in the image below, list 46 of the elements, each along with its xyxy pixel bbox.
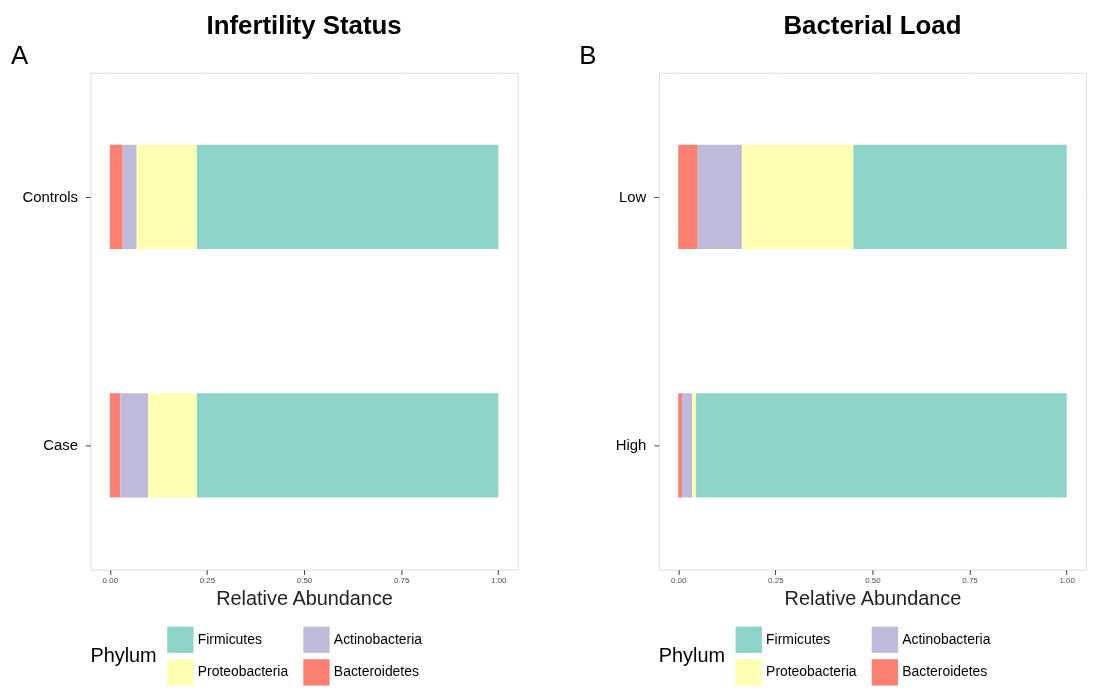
legend-label: Firmicutes	[197, 630, 262, 647]
legend-label: Firmicutes	[766, 630, 831, 647]
y-tick-label: High	[615, 437, 647, 454]
legend-label: Bacteroidetes	[333, 663, 419, 680]
bar	[196, 144, 499, 250]
legend-title: Phylum	[90, 643, 157, 666]
x-tick-label: 1.00	[1059, 575, 1076, 585]
bar	[692, 393, 697, 498]
bar	[741, 144, 854, 250]
x-tick-label: 0.75	[393, 575, 410, 585]
text: B	[579, 40, 597, 69]
bar	[678, 144, 698, 250]
x-tick-label: 0.00	[102, 575, 119, 585]
bar	[109, 393, 121, 498]
bar	[196, 393, 499, 498]
x-tick-label: 0.75	[962, 575, 979, 585]
x-tick-label: 0.25	[768, 575, 785, 585]
legend-label: Proteobacteria	[197, 663, 289, 680]
bar	[678, 393, 683, 498]
x-tick-label: 0.00	[670, 575, 688, 585]
x-axis-title: Relative Abundance	[216, 586, 393, 609]
legend-label: Proteobacteria	[766, 663, 857, 680]
x-tick-label: 1.00	[491, 575, 508, 585]
y-tick-label: Low	[619, 188, 647, 205]
bar	[122, 144, 137, 250]
bar	[109, 144, 123, 250]
bar	[853, 144, 1067, 250]
chart-title: Infertility Status	[206, 11, 402, 39]
bar	[136, 144, 197, 250]
bar	[696, 393, 1067, 498]
legend-label: Actinobacteria	[333, 630, 423, 647]
bar	[148, 393, 197, 498]
y-tick-label: Case	[43, 437, 78, 454]
bar	[697, 144, 742, 250]
bar	[682, 393, 693, 498]
x-axis-title: Relative Abundance	[784, 586, 962, 609]
x-tick-label: 0.50	[296, 575, 313, 585]
legend-label: Actinobacteria	[902, 630, 991, 647]
bar	[120, 393, 149, 498]
legend-title: Phylum	[658, 643, 726, 666]
text: A	[10, 40, 29, 69]
x-tick-label: 0.25	[199, 575, 216, 585]
y-tick-label: Controls	[22, 188, 78, 205]
legend-label: Bacteroidetes	[902, 663, 988, 680]
x-tick-label: 0.50	[865, 575, 882, 585]
chart-title: Bacterial Load	[783, 11, 962, 39]
